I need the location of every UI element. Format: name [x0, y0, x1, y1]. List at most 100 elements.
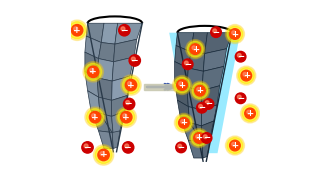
Circle shape	[192, 83, 208, 99]
Circle shape	[199, 105, 202, 108]
Text: +: +	[243, 71, 250, 80]
Circle shape	[205, 101, 209, 105]
Circle shape	[95, 146, 112, 163]
Text: −: −	[213, 28, 219, 37]
Circle shape	[189, 129, 209, 147]
Polygon shape	[176, 33, 194, 52]
Circle shape	[241, 104, 260, 123]
Circle shape	[179, 118, 189, 128]
Circle shape	[93, 145, 114, 165]
Text: +: +	[122, 113, 130, 122]
Circle shape	[123, 98, 135, 110]
Circle shape	[116, 107, 137, 127]
Circle shape	[98, 149, 109, 161]
Text: −: −	[198, 103, 205, 112]
Circle shape	[197, 88, 201, 91]
Circle shape	[121, 27, 125, 31]
Polygon shape	[175, 46, 191, 68]
Circle shape	[203, 99, 214, 109]
Text: −: −	[184, 60, 191, 69]
Circle shape	[122, 77, 140, 94]
Circle shape	[69, 22, 85, 39]
Polygon shape	[112, 112, 124, 136]
Circle shape	[211, 27, 221, 37]
Text: +: +	[231, 29, 239, 39]
Polygon shape	[191, 33, 208, 54]
Text: +: +	[196, 86, 204, 95]
Polygon shape	[87, 91, 100, 113]
Text: +: +	[179, 81, 185, 90]
Polygon shape	[91, 110, 112, 132]
Polygon shape	[112, 57, 134, 81]
Circle shape	[186, 40, 205, 59]
Polygon shape	[99, 131, 113, 149]
Circle shape	[118, 109, 135, 126]
Circle shape	[201, 133, 212, 143]
Polygon shape	[175, 81, 188, 107]
Circle shape	[86, 109, 104, 126]
Text: +: +	[180, 118, 187, 127]
Circle shape	[87, 66, 99, 77]
Circle shape	[67, 20, 87, 40]
Circle shape	[190, 81, 210, 100]
Bar	[144, 84, 176, 90]
Text: −: −	[84, 143, 91, 152]
Text: −: −	[120, 26, 128, 35]
Text: +: +	[195, 133, 203, 143]
Polygon shape	[86, 23, 104, 43]
Circle shape	[90, 68, 94, 72]
Text: −: −	[131, 56, 139, 65]
Circle shape	[179, 82, 182, 86]
Circle shape	[74, 27, 78, 31]
Text: +: +	[127, 81, 135, 90]
Polygon shape	[201, 86, 220, 110]
Polygon shape	[99, 43, 115, 62]
Circle shape	[225, 136, 245, 155]
Polygon shape	[101, 23, 118, 44]
Circle shape	[242, 105, 258, 121]
Circle shape	[173, 76, 191, 94]
Circle shape	[178, 144, 182, 148]
Polygon shape	[203, 49, 226, 71]
Circle shape	[196, 135, 200, 139]
Circle shape	[230, 140, 240, 151]
Polygon shape	[205, 33, 232, 54]
Circle shape	[85, 107, 105, 127]
Circle shape	[237, 53, 241, 57]
Polygon shape	[201, 105, 217, 126]
Circle shape	[187, 41, 203, 57]
Circle shape	[237, 95, 241, 99]
Text: −: −	[205, 99, 212, 108]
Circle shape	[71, 25, 83, 36]
Polygon shape	[112, 131, 120, 149]
Text: −: −	[203, 133, 210, 143]
Polygon shape	[97, 78, 112, 100]
Circle shape	[129, 55, 141, 66]
Polygon shape	[202, 67, 224, 91]
Circle shape	[176, 142, 186, 153]
Circle shape	[182, 59, 193, 70]
Text: +: +	[100, 150, 108, 160]
Polygon shape	[175, 62, 188, 87]
Circle shape	[192, 46, 196, 50]
Polygon shape	[188, 52, 205, 71]
Text: +: +	[247, 109, 254, 118]
Circle shape	[232, 31, 236, 35]
Circle shape	[230, 29, 240, 39]
Polygon shape	[188, 140, 203, 158]
Circle shape	[235, 51, 246, 62]
Circle shape	[227, 26, 243, 42]
Circle shape	[195, 85, 205, 96]
Text: +: +	[192, 45, 199, 54]
Circle shape	[203, 135, 207, 139]
Circle shape	[243, 72, 247, 76]
Polygon shape	[190, 123, 203, 145]
Text: +: +	[73, 26, 81, 35]
Polygon shape	[169, 33, 240, 153]
Polygon shape	[178, 100, 190, 123]
Text: −: −	[178, 143, 184, 152]
Polygon shape	[188, 107, 201, 126]
Circle shape	[181, 120, 184, 123]
Circle shape	[225, 25, 245, 43]
Circle shape	[197, 102, 207, 113]
